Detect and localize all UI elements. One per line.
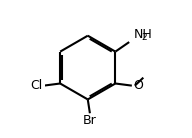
Text: NH: NH bbox=[133, 28, 152, 41]
Text: 2: 2 bbox=[141, 33, 147, 42]
Text: O: O bbox=[133, 79, 143, 92]
Text: Cl: Cl bbox=[30, 79, 43, 92]
Text: Br: Br bbox=[83, 114, 97, 127]
